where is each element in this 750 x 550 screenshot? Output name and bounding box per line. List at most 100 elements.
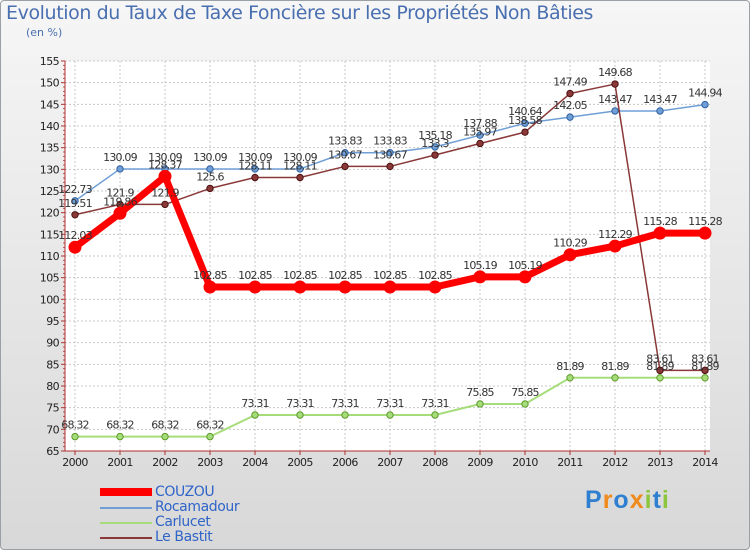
data-point-couzou (563, 248, 577, 262)
data-label-carlucet: 75.85 (466, 386, 494, 399)
data-label-carlucet: 81.89 (556, 360, 584, 373)
x-tick-label: 2003 (197, 456, 223, 469)
data-label-carlucet: 81.89 (646, 360, 674, 373)
data-label-carlucet: 81.89 (691, 360, 719, 373)
data-point-le-bastit (71, 211, 79, 219)
y-tick-label: 80 (46, 380, 59, 393)
data-point-couzou (203, 280, 217, 294)
data-point-carlucet (296, 411, 304, 419)
chart-title: Evolution du Taux de Taxe Foncière sur l… (6, 2, 594, 24)
y-tick-label: 70 (46, 423, 59, 436)
legend-swatch-couzou (100, 488, 152, 496)
data-label-le-bastit: 119.51 (58, 197, 92, 210)
data-label-rocamadour: 142.05 (553, 99, 587, 112)
x-tick-label: 2008 (422, 456, 448, 469)
data-label-rocamadour: 143.47 (643, 93, 677, 106)
y-tick-label: 110 (40, 250, 60, 263)
y-tick-label: 95 (46, 315, 59, 328)
data-label-rocamadour: 130.09 (283, 151, 317, 164)
y-axis-unit: (en %) (26, 26, 63, 39)
data-label-couzou: 105.19 (508, 259, 542, 272)
data-point-rocamadour (296, 165, 304, 173)
data-point-rocamadour (476, 131, 484, 139)
data-label-le-bastit: 149.68 (598, 66, 632, 79)
data-label-couzou: 102.85 (418, 269, 452, 282)
data-label-le-bastit: 125.6 (196, 170, 224, 183)
data-label-carlucet: 73.31 (376, 397, 404, 410)
data-point-carlucet (161, 432, 169, 441)
x-tick-label: 2013 (647, 456, 673, 469)
data-label-couzou: 105.19 (463, 259, 497, 272)
data-point-couzou (338, 280, 352, 294)
data-point-couzou (383, 280, 397, 294)
data-point-rocamadour (431, 143, 439, 151)
data-point-rocamadour (386, 149, 394, 157)
data-point-couzou (518, 270, 532, 284)
data-label-rocamadour: 122.73 (58, 183, 92, 196)
data-label-le-bastit: 128.11 (238, 160, 272, 173)
data-point-carlucet (566, 374, 574, 382)
y-tick-label: 140 (40, 120, 60, 133)
x-tick-label: 2009 (467, 456, 493, 469)
data-point-le-bastit (656, 366, 664, 375)
proxiti-logo: Proxiti (585, 486, 670, 515)
data-label-carlucet: 73.31 (331, 397, 359, 410)
data-point-couzou (608, 239, 622, 253)
data-label-le-bastit: 83.61 (646, 352, 674, 365)
data-label-rocamadour: 130.09 (238, 151, 272, 164)
x-tick-label: 2000 (62, 456, 88, 469)
data-label-rocamadour: 133.83 (373, 135, 407, 148)
data-label-couzou: 102.85 (373, 269, 407, 282)
x-tick-label: 2010 (512, 456, 538, 469)
data-point-carlucet (431, 411, 439, 419)
data-point-le-bastit (251, 173, 259, 182)
data-label-carlucet: 73.31 (421, 397, 449, 410)
data-label-couzou: 115.28 (688, 215, 722, 228)
data-point-carlucet (251, 411, 259, 419)
x-tick-label: 2006 (332, 456, 358, 469)
data-point-carlucet (476, 400, 484, 408)
y-tick-label: 100 (40, 293, 60, 306)
legend-swatch-le-bastit (100, 537, 152, 539)
data-label-rocamadour: 130.09 (103, 151, 137, 164)
data-label-le-bastit: 138.58 (508, 114, 542, 127)
data-label-rocamadour: 144.94 (688, 87, 722, 100)
logo-letter: i (661, 486, 670, 514)
y-tick-label: 125 (40, 185, 60, 198)
data-point-carlucet (521, 400, 529, 408)
data-label-le-bastit: 135.97 (463, 125, 497, 138)
data-point-rocamadour (701, 100, 709, 109)
data-label-carlucet: 75.85 (511, 386, 539, 399)
data-labels: 68.32 68.32 68.32 68.32 73.31 73.31 73.31 73.31… (58, 66, 723, 432)
data-point-rocamadour (566, 113, 574, 121)
data-label-rocamadour: 135.18 (418, 129, 452, 142)
logo-letter: P (585, 486, 603, 514)
data-point-le-bastit (431, 151, 439, 159)
logo-letter: i (644, 486, 653, 514)
data-label-couzou: 128.37 (148, 158, 182, 171)
data-point-rocamadour (116, 165, 124, 173)
line-chart: 65 70 75 80 85 90 95 100 105 110 115 120 125 130 135 14… (40, 55, 724, 469)
x-tick-label: 2007 (377, 456, 403, 469)
data-point-rocamadour (71, 197, 79, 205)
data-point-couzou (158, 169, 172, 183)
data-point-couzou (698, 226, 712, 240)
data-label-rocamadour: 137.88 (463, 117, 497, 130)
data-label-couzou: 112.29 (598, 228, 632, 241)
data-point-carlucet (341, 411, 349, 419)
logo-letter: t (652, 486, 662, 514)
x-tick-label: 2004 (242, 456, 268, 469)
data-label-couzou: 102.85 (283, 269, 317, 282)
data-point-carlucet (611, 374, 619, 382)
data-point-carlucet (701, 374, 709, 382)
data-label-rocamadour: 133.83 (328, 135, 362, 148)
data-point-le-bastit (296, 173, 304, 182)
y-tick-label: 105 (40, 272, 60, 285)
axes: 65 70 75 80 85 90 95 100 105 110 115 120 125 130 135 14… (40, 55, 719, 469)
data-label-carlucet: 73.31 (286, 397, 314, 410)
x-tick-label: 2012 (602, 456, 628, 469)
legend-label: COUZOU (155, 484, 215, 500)
data-label-le-bastit: 128.11 (283, 160, 317, 173)
data-point-carlucet (71, 432, 79, 441)
data-label-le-bastit: 147.49 (553, 76, 587, 89)
